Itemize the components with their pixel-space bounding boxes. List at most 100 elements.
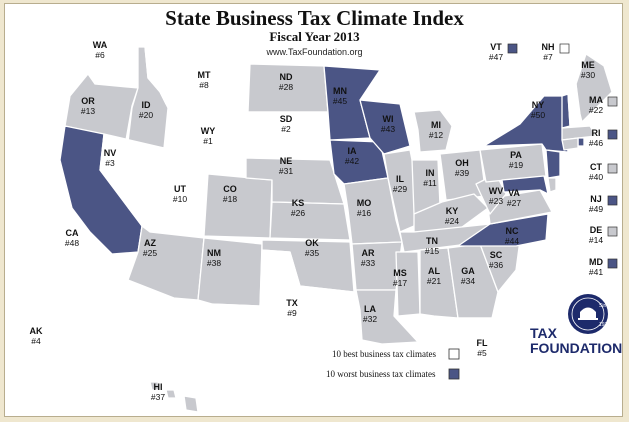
state-la xyxy=(355,289,419,345)
state-rank-sc: #36 xyxy=(489,260,503,270)
state-label-va: VA xyxy=(508,188,520,198)
state-rank-mi: #12 xyxy=(429,130,443,140)
legend-worst-label: 10 worst business tax climates xyxy=(326,369,436,379)
state-label-ne: NE xyxy=(280,156,293,166)
state-label-mi: MI xyxy=(431,120,441,130)
state-rank-de: #14 xyxy=(589,235,603,245)
state-label-or: OR xyxy=(81,96,95,106)
swatch-nj xyxy=(607,195,618,206)
state-label-al: AL xyxy=(428,266,440,276)
state-labels: WA#6OR#13CA#48ID#20NV#3MT#8WY#1UT#10AZ#2… xyxy=(30,40,596,402)
state-rank-ia: #42 xyxy=(345,156,359,166)
state-rank-nj: #49 xyxy=(589,204,603,214)
swatch-nh xyxy=(559,43,570,54)
legend-best-swatch xyxy=(448,348,460,360)
state-label-mn: MN xyxy=(333,86,347,96)
state-rank-ri: #46 xyxy=(589,138,603,148)
state-rank-tx: #9 xyxy=(287,308,297,318)
state-label-az: AZ xyxy=(144,238,156,248)
state-pa xyxy=(479,143,547,183)
tax-foundation-logo: Since 1937 TAX FOUNDATION xyxy=(530,294,622,356)
state-label-sc: SC xyxy=(490,250,503,260)
state-label-ma: MA xyxy=(589,95,603,105)
state-rank-la: #32 xyxy=(363,314,377,324)
legend-best-label: 10 best business tax climates xyxy=(332,349,436,359)
state-label-sd: SD xyxy=(280,114,293,124)
swatch-md xyxy=(607,258,618,269)
state-label-ky: KY xyxy=(446,206,459,216)
state-ak xyxy=(23,315,111,401)
state-rank-il: #29 xyxy=(393,184,407,194)
legend-worst-swatch xyxy=(448,368,460,380)
state-rank-me: #30 xyxy=(581,70,595,80)
state-rank-mt: #8 xyxy=(199,80,209,90)
state-ks xyxy=(269,201,351,241)
state-rank-nd: #28 xyxy=(279,82,293,92)
logo-seal-top: Since xyxy=(599,303,612,309)
website-url: www.TaxFoundation.org xyxy=(266,47,363,57)
state-rank-mo: #16 xyxy=(357,208,371,218)
state-rank-nm: #38 xyxy=(207,258,221,268)
state-label-nv: NV xyxy=(104,148,117,158)
state-rank-sd: #2 xyxy=(281,124,291,134)
state-rank-id: #20 xyxy=(139,110,153,120)
state-label-ny: NY xyxy=(532,100,545,110)
state-rank-nc: #44 xyxy=(505,236,519,246)
state-label-co: CO xyxy=(223,184,237,194)
state-rank-ar: #33 xyxy=(361,258,375,268)
state-label-la: LA xyxy=(364,304,376,314)
state-label-oh: OH xyxy=(455,158,469,168)
state-label-ut: UT xyxy=(174,184,186,194)
capitol-base-icon xyxy=(578,318,598,320)
state-ma xyxy=(561,125,597,141)
state-label-id: ID xyxy=(142,100,152,110)
state-co xyxy=(203,173,273,239)
state-ct xyxy=(561,137,579,151)
state-label-mt: MT xyxy=(198,70,211,80)
state-rank-ok: #35 xyxy=(305,248,319,258)
state-label-ks: KS xyxy=(292,198,305,208)
state-rank-ut: #10 xyxy=(173,194,187,204)
state-rank-co: #18 xyxy=(223,194,237,204)
state-label-hi: HI xyxy=(154,382,163,392)
state-rank-md: #41 xyxy=(589,267,603,277)
state-label-ia: IA xyxy=(348,146,358,156)
state-rank-ak: #4 xyxy=(31,336,41,346)
state-label-md: MD xyxy=(589,257,603,267)
logo-seal-ring xyxy=(571,297,605,331)
page-title: State Business Tax Climate Index xyxy=(165,6,464,30)
state-or xyxy=(64,73,139,141)
state-rank-ms: #17 xyxy=(393,278,407,288)
state-label-fl: FL xyxy=(477,338,488,348)
state-label-ok: OK xyxy=(305,238,319,248)
swatch-ct xyxy=(607,163,618,174)
state-label-ga: GA xyxy=(461,266,475,276)
logo-line-1: TAX xyxy=(530,325,558,341)
state-shapes xyxy=(23,36,613,413)
small-state-key: VT#47 NH#7 MA#22 RI#46 CT#40 NJ#49 DE#14 MD#41 xyxy=(489,42,618,277)
swatch-ri xyxy=(607,129,618,140)
state-label-ri: RI xyxy=(592,128,601,138)
state-label-ak: AK xyxy=(30,326,43,336)
logo-line-2: FOUNDATION xyxy=(530,340,622,356)
state-rank-al: #21 xyxy=(427,276,441,286)
state-label-wy: WY xyxy=(201,126,216,136)
state-mi xyxy=(413,109,453,153)
state-rank-ga: #34 xyxy=(461,276,475,286)
state-rank-ks: #26 xyxy=(291,208,305,218)
state-ny xyxy=(483,95,569,153)
state-de xyxy=(547,177,557,193)
state-rank-in: #11 xyxy=(423,178,437,188)
state-rank-or: #13 xyxy=(81,106,95,116)
state-tx xyxy=(211,249,375,391)
state-rank-wy: #1 xyxy=(203,136,213,146)
state-rank-ny: #50 xyxy=(531,110,545,120)
state-rank-wi: #43 xyxy=(381,124,395,134)
state-label-ct: CT xyxy=(590,162,602,172)
state-rank-ky: #24 xyxy=(445,216,459,226)
state-label-nh: NH xyxy=(542,42,555,52)
state-rank-ma: #22 xyxy=(589,105,603,115)
state-rank-nv: #3 xyxy=(105,158,115,168)
state-label-il: IL xyxy=(396,174,405,184)
